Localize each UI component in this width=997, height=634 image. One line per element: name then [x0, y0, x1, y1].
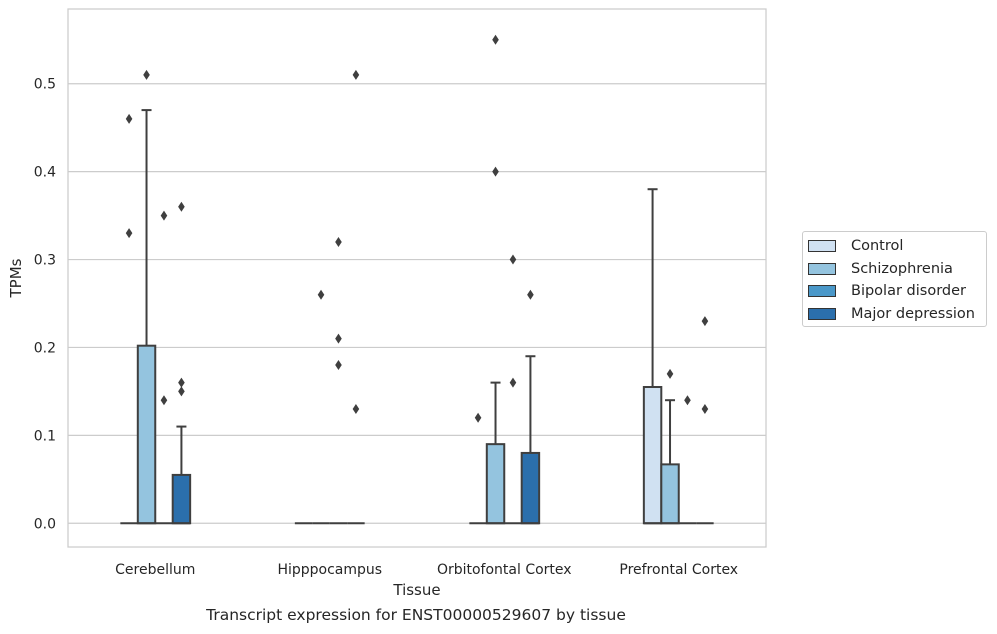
legend-item-bipolar-disorder: Bipolar disorder	[808, 280, 986, 303]
box-group	[312, 289, 330, 525]
y-tick-label: 0.2	[34, 340, 56, 356]
legend: Control Schizophrenia Bipolar disorder M…	[802, 231, 987, 327]
plot-marks	[120, 34, 714, 525]
x-axis-label: Tissue	[392, 581, 440, 599]
box-group	[678, 395, 697, 525]
legend-swatch-major-depression	[808, 307, 836, 320]
plot-frame	[67, 8, 767, 548]
outlier-point	[125, 228, 133, 239]
box	[171, 473, 192, 525]
legend-label-major-depression: Major depression	[851, 305, 975, 322]
box-group	[696, 316, 714, 525]
y-tick-label: 0.5	[34, 77, 56, 93]
legend-label-bipolar-disorder: Bipolar disorder	[851, 283, 966, 300]
outlier-point	[125, 113, 133, 124]
outlier-point	[666, 368, 674, 379]
outlier-point	[335, 333, 342, 344]
box-group	[120, 113, 138, 525]
outlier-point	[317, 289, 325, 300]
box-group	[660, 368, 680, 525]
box-group	[347, 69, 365, 525]
box	[485, 443, 506, 525]
box-group	[329, 236, 348, 525]
y-axis-label: TPMs	[7, 258, 25, 298]
legend-label-schizophrenia: Schizophrenia	[851, 260, 953, 277]
box	[642, 386, 663, 525]
box-group	[469, 412, 487, 525]
outlier-point	[474, 412, 482, 423]
outlier-point	[701, 403, 709, 414]
outlier-point	[684, 395, 691, 406]
outlier-point	[178, 386, 185, 397]
outlier-point	[701, 316, 709, 327]
box-group	[642, 188, 663, 525]
box	[136, 344, 157, 525]
outlier-point	[178, 377, 185, 388]
y-tick-labels: 0.0 0.1 0.2 0.3 0.4 0.5	[34, 77, 56, 533]
chart-title: Transcript expression for ENST0000052960…	[206, 606, 626, 624]
legend-swatch-control	[808, 240, 836, 253]
box-group	[504, 254, 522, 525]
box-group	[155, 210, 173, 525]
outlier-point	[143, 69, 150, 80]
x-tick-label: Hipppocampus	[277, 562, 382, 578]
x-tick-labels: Cerebellum Hipppocampus Orbitofontal Corte…	[115, 562, 738, 578]
box	[660, 463, 680, 525]
outlier-point	[492, 166, 499, 177]
outlier-point	[509, 377, 517, 388]
outlier-point	[527, 289, 534, 300]
legend-item-major-depression: Major depression	[808, 303, 986, 326]
x-tick-label: Orbitofontal Cortex	[437, 562, 572, 578]
y-tick-label: 0.4	[34, 165, 56, 181]
box-group	[136, 69, 157, 525]
outlier-point	[335, 236, 342, 247]
x-tick-label: Prefrontal Cortex	[619, 562, 738, 578]
y-tick-label: 0.1	[34, 428, 56, 444]
legend-item-control: Control	[808, 235, 986, 258]
outlier-point	[509, 254, 517, 265]
outlier-point	[492, 34, 499, 45]
outlier-point	[178, 201, 185, 212]
outlier-point	[160, 210, 168, 221]
box-group	[485, 34, 506, 525]
legend-label-control: Control	[851, 238, 904, 255]
outlier-point	[160, 395, 168, 406]
box-group	[171, 201, 192, 525]
legend-swatch-schizophrenia	[808, 262, 836, 275]
x-tick-label: Cerebellum	[115, 562, 195, 578]
box	[520, 451, 541, 525]
y-tick-label: 0.3	[34, 253, 56, 269]
legend-item-schizophrenia: Schizophrenia	[808, 258, 986, 281]
outlier-point	[352, 69, 360, 80]
outlier-point	[335, 360, 342, 371]
box-group	[520, 289, 541, 525]
legend-swatch-bipolar-disorder	[808, 285, 836, 298]
y-tick-label: 0.0	[34, 516, 56, 532]
outlier-point	[352, 403, 360, 414]
